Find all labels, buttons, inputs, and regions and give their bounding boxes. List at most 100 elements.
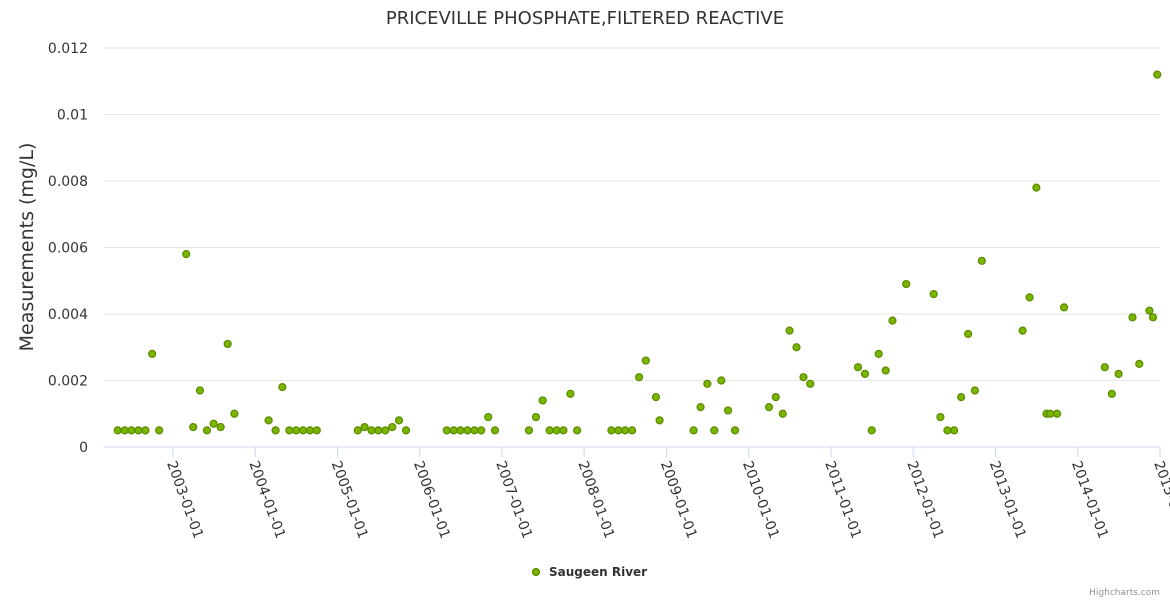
data-point[interactable] [943, 426, 952, 435]
data-point[interactable] [785, 326, 794, 335]
data-point[interactable] [792, 343, 801, 352]
data-point[interactable] [874, 349, 883, 358]
data-point[interactable] [127, 426, 136, 435]
data-point[interactable] [456, 426, 465, 435]
data-point[interactable] [524, 426, 534, 435]
data-point[interactable] [936, 412, 945, 422]
data-point[interactable] [374, 426, 383, 435]
data-point[interactable] [1145, 306, 1154, 315]
data-point[interactable] [545, 426, 554, 435]
data-point[interactable] [1059, 303, 1069, 312]
data-point[interactable] [353, 426, 362, 435]
data-point[interactable] [1046, 409, 1055, 418]
data-point[interactable] [490, 426, 500, 435]
data-point[interactable] [723, 406, 733, 415]
data-point[interactable] [113, 426, 122, 435]
data-point[interactable] [470, 426, 479, 435]
data-point[interactable] [292, 426, 301, 435]
data-point[interactable] [806, 379, 815, 388]
data-point[interactable] [881, 366, 890, 375]
data-point[interactable] [463, 426, 472, 435]
data-point[interactable] [717, 376, 726, 385]
data-point[interactable] [703, 379, 712, 388]
data-point[interactable] [538, 396, 547, 405]
data-point[interactable] [853, 363, 863, 372]
legend[interactable]: Saugeen River [531, 565, 648, 579]
data-point[interactable] [298, 426, 308, 435]
legend-label[interactable]: Saugeen River [549, 565, 647, 579]
data-point[interactable] [360, 422, 369, 432]
data-point[interactable] [209, 419, 218, 428]
data-point[interactable] [614, 426, 623, 435]
data-point[interactable] [689, 426, 698, 435]
data-point[interactable] [552, 426, 561, 435]
data-point[interactable] [710, 426, 719, 435]
data-point[interactable] [730, 426, 740, 435]
data-point[interactable] [902, 279, 911, 289]
data-point[interactable] [134, 426, 143, 435]
data-point[interactable] [651, 393, 661, 402]
data-point[interactable] [950, 426, 959, 435]
data-point[interactable] [764, 403, 774, 412]
data-point[interactable] [1032, 183, 1041, 192]
data-point[interactable] [1148, 313, 1158, 322]
data-point[interactable] [141, 426, 150, 435]
data-point[interactable] [977, 256, 986, 265]
data-point[interactable] [442, 426, 451, 435]
data-point[interactable] [1107, 389, 1116, 398]
data-point[interactable] [388, 422, 397, 432]
data-point[interactable] [888, 316, 897, 325]
data-point[interactable] [957, 393, 966, 402]
data-point[interactable] [696, 403, 705, 412]
legend-marker[interactable] [531, 567, 541, 577]
credits-link[interactable]: Highcharts.com [1089, 588, 1160, 598]
data-point[interactable] [182, 250, 191, 259]
data-point[interactable] [394, 416, 404, 425]
data-point[interactable] [189, 422, 198, 432]
series-saugeen-river[interactable] [113, 70, 1162, 435]
data-point[interactable] [621, 426, 630, 435]
data-point[interactable] [778, 409, 787, 418]
data-point[interactable] [223, 339, 232, 349]
data-point[interactable] [285, 426, 294, 435]
data-point[interactable] [381, 426, 390, 435]
data-point[interactable] [477, 426, 486, 435]
data-point[interactable] [634, 373, 644, 382]
data-point[interactable] [1114, 369, 1123, 378]
data-point[interactable] [1025, 293, 1034, 302]
data-point[interactable] [860, 369, 870, 378]
data-point[interactable] [1018, 326, 1027, 335]
data-point[interactable] [120, 426, 129, 435]
data-point[interactable] [264, 416, 273, 425]
data-point[interactable] [278, 383, 287, 392]
data-point[interactable] [566, 389, 575, 398]
data-point[interactable] [771, 393, 780, 402]
data-point[interactable] [271, 426, 280, 435]
data-point[interactable] [628, 426, 637, 435]
data-point[interactable] [367, 426, 376, 435]
data-point[interactable] [641, 356, 650, 365]
data-point[interactable] [1128, 313, 1137, 322]
data-point[interactable] [655, 416, 664, 425]
data-point[interactable] [1153, 70, 1162, 79]
data-point[interactable] [449, 426, 458, 435]
data-point[interactable] [195, 386, 205, 395]
data-point[interactable] [1100, 363, 1109, 372]
data-point[interactable] [531, 412, 541, 422]
data-point[interactable] [401, 426, 411, 435]
data-point[interactable] [305, 426, 315, 435]
data-point[interactable] [312, 426, 321, 435]
data-point[interactable] [799, 373, 808, 382]
data-point[interactable] [1135, 359, 1144, 368]
data-point[interactable] [970, 386, 979, 395]
data-point[interactable] [964, 329, 973, 339]
data-point[interactable] [607, 426, 616, 435]
data-point[interactable] [867, 426, 876, 435]
data-point[interactable] [216, 422, 225, 432]
data-point[interactable] [929, 289, 938, 299]
data-point[interactable] [559, 426, 568, 435]
data-point[interactable] [573, 426, 582, 435]
data-point[interactable] [148, 349, 157, 358]
data-point[interactable] [484, 412, 493, 422]
data-point[interactable] [1052, 409, 1062, 418]
